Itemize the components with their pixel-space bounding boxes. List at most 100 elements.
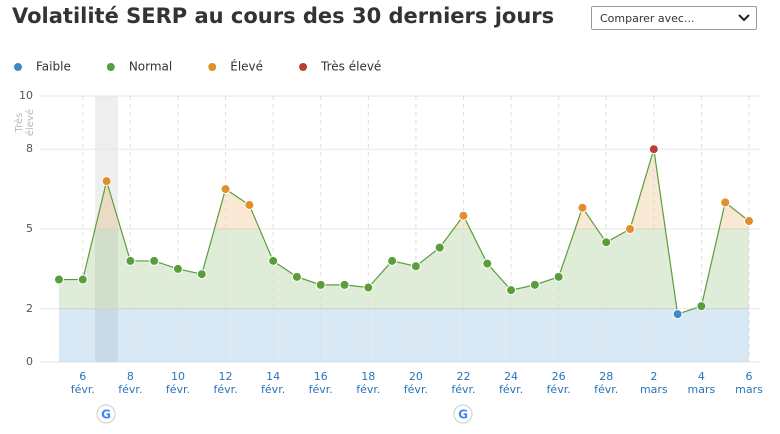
legend-dot — [299, 63, 308, 71]
point — [54, 274, 64, 285]
area-band — [59, 229, 749, 309]
point — [77, 274, 88, 285]
point — [601, 237, 612, 248]
point — [482, 258, 493, 269]
x-tick-line: 28 — [599, 370, 613, 383]
legend: Faible Normal Élevé Très élevé — [14, 59, 381, 74]
point — [458, 210, 469, 221]
x-tick-line: févr. — [261, 383, 285, 396]
x-tick-line: févr. — [499, 383, 523, 396]
x-tick-line: mars — [688, 383, 716, 396]
point — [315, 279, 326, 290]
legend-dot — [106, 63, 115, 71]
band-label-line: élevé — [24, 109, 36, 136]
legend-label: Normal — [129, 60, 172, 74]
legend-label: Élevé — [230, 59, 263, 74]
point — [553, 271, 564, 282]
point — [172, 263, 183, 274]
x-tick-line: 24 — [504, 370, 518, 383]
x-tick-line: 12 — [219, 370, 233, 383]
point — [529, 279, 540, 290]
x-tick-line: mars — [640, 383, 668, 396]
x-tick-label: 16 févr. — [309, 370, 333, 396]
y-tick-label: 2 — [26, 302, 33, 315]
svg-text:G: G — [458, 408, 468, 422]
legend-label: Très élevé — [320, 60, 381, 74]
point — [244, 200, 255, 211]
point — [220, 184, 231, 195]
x-tick-line: févr. — [404, 383, 428, 396]
x-tick-label: 6 févr. — [71, 370, 95, 396]
point — [387, 255, 398, 266]
x-tick-line: 10 — [171, 370, 185, 383]
x-tick-label: 2 mars — [640, 370, 668, 396]
x-tick-line: mars — [735, 383, 763, 396]
x-tick-line: févr. — [166, 383, 190, 396]
point — [196, 269, 207, 280]
x-tick-label: 18 févr. — [356, 370, 380, 396]
x-tick-line: 22 — [456, 370, 470, 383]
x-tick-label: 20 févr. — [404, 370, 428, 396]
y-tick-label: 5 — [26, 222, 33, 235]
x-tick-line: févr. — [594, 383, 618, 396]
point — [696, 301, 707, 312]
point — [672, 309, 683, 320]
point — [363, 282, 374, 293]
y-tick-label: 10 — [19, 89, 33, 102]
x-tick-label: 22 févr. — [451, 370, 475, 396]
x-tick-line: 8 — [127, 370, 134, 383]
x-tick-label: 4 mars — [688, 370, 716, 396]
point — [410, 261, 421, 272]
x-tick-line: 18 — [361, 370, 375, 383]
x-tick-line: 4 — [698, 370, 705, 383]
x-tick-line: 16 — [314, 370, 328, 383]
x-tick-line: févr. — [213, 383, 237, 396]
point — [648, 144, 659, 155]
point — [125, 255, 136, 266]
google-icon: G — [453, 404, 473, 424]
x-tick-label: 12 févr. — [213, 370, 237, 396]
point — [506, 285, 517, 296]
legend-dot — [14, 63, 22, 71]
svg-text:G: G — [101, 408, 111, 422]
x-tick-line: 14 — [266, 370, 280, 383]
x-tick-line: févr. — [71, 383, 95, 396]
google-icon: G — [96, 404, 116, 424]
x-tick-line: 26 — [552, 370, 566, 383]
compare-dropdown[interactable]: Comparer avec... — [591, 6, 757, 30]
x-tick-line: 2 — [650, 370, 657, 383]
point — [268, 255, 279, 266]
x-tick-label: 24 févr. — [499, 370, 523, 396]
point — [577, 202, 588, 213]
band-label-line: Très — [13, 113, 25, 134]
x-tick-line: 6 — [746, 370, 753, 383]
y-tick-label: 0 — [26, 355, 33, 368]
point — [291, 271, 302, 282]
point — [720, 197, 731, 208]
point — [101, 176, 112, 187]
area-band — [59, 308, 749, 362]
x-tick-line: 20 — [409, 370, 423, 383]
chevron — [738, 14, 750, 22]
x-tick-label: 14 févr. — [261, 370, 285, 396]
legend-label: Faible — [36, 60, 71, 74]
x-tick-label: 6 mars — [735, 370, 763, 396]
title: Volatilité SERP au cours des 30 derniers… — [12, 4, 555, 28]
x-tick-line: févr. — [451, 383, 475, 396]
dropdown-text: Comparer avec... — [600, 12, 695, 25]
point — [625, 224, 636, 234]
point — [434, 242, 445, 253]
x-tick-line: févr. — [547, 383, 571, 396]
band-label: Trèsélevé — [13, 109, 36, 136]
y-tick-label: 8 — [26, 142, 33, 155]
point — [149, 255, 160, 266]
point — [744, 216, 754, 227]
x-tick-line: févr. — [118, 383, 142, 396]
x-tick-line: 6 — [79, 370, 86, 383]
x-tick-label: 26 févr. — [547, 370, 571, 396]
x-tick-label: 8 févr. — [118, 370, 142, 396]
x-tick-label: 10 févr. — [166, 370, 190, 396]
x-tick-line: févr. — [309, 383, 333, 396]
